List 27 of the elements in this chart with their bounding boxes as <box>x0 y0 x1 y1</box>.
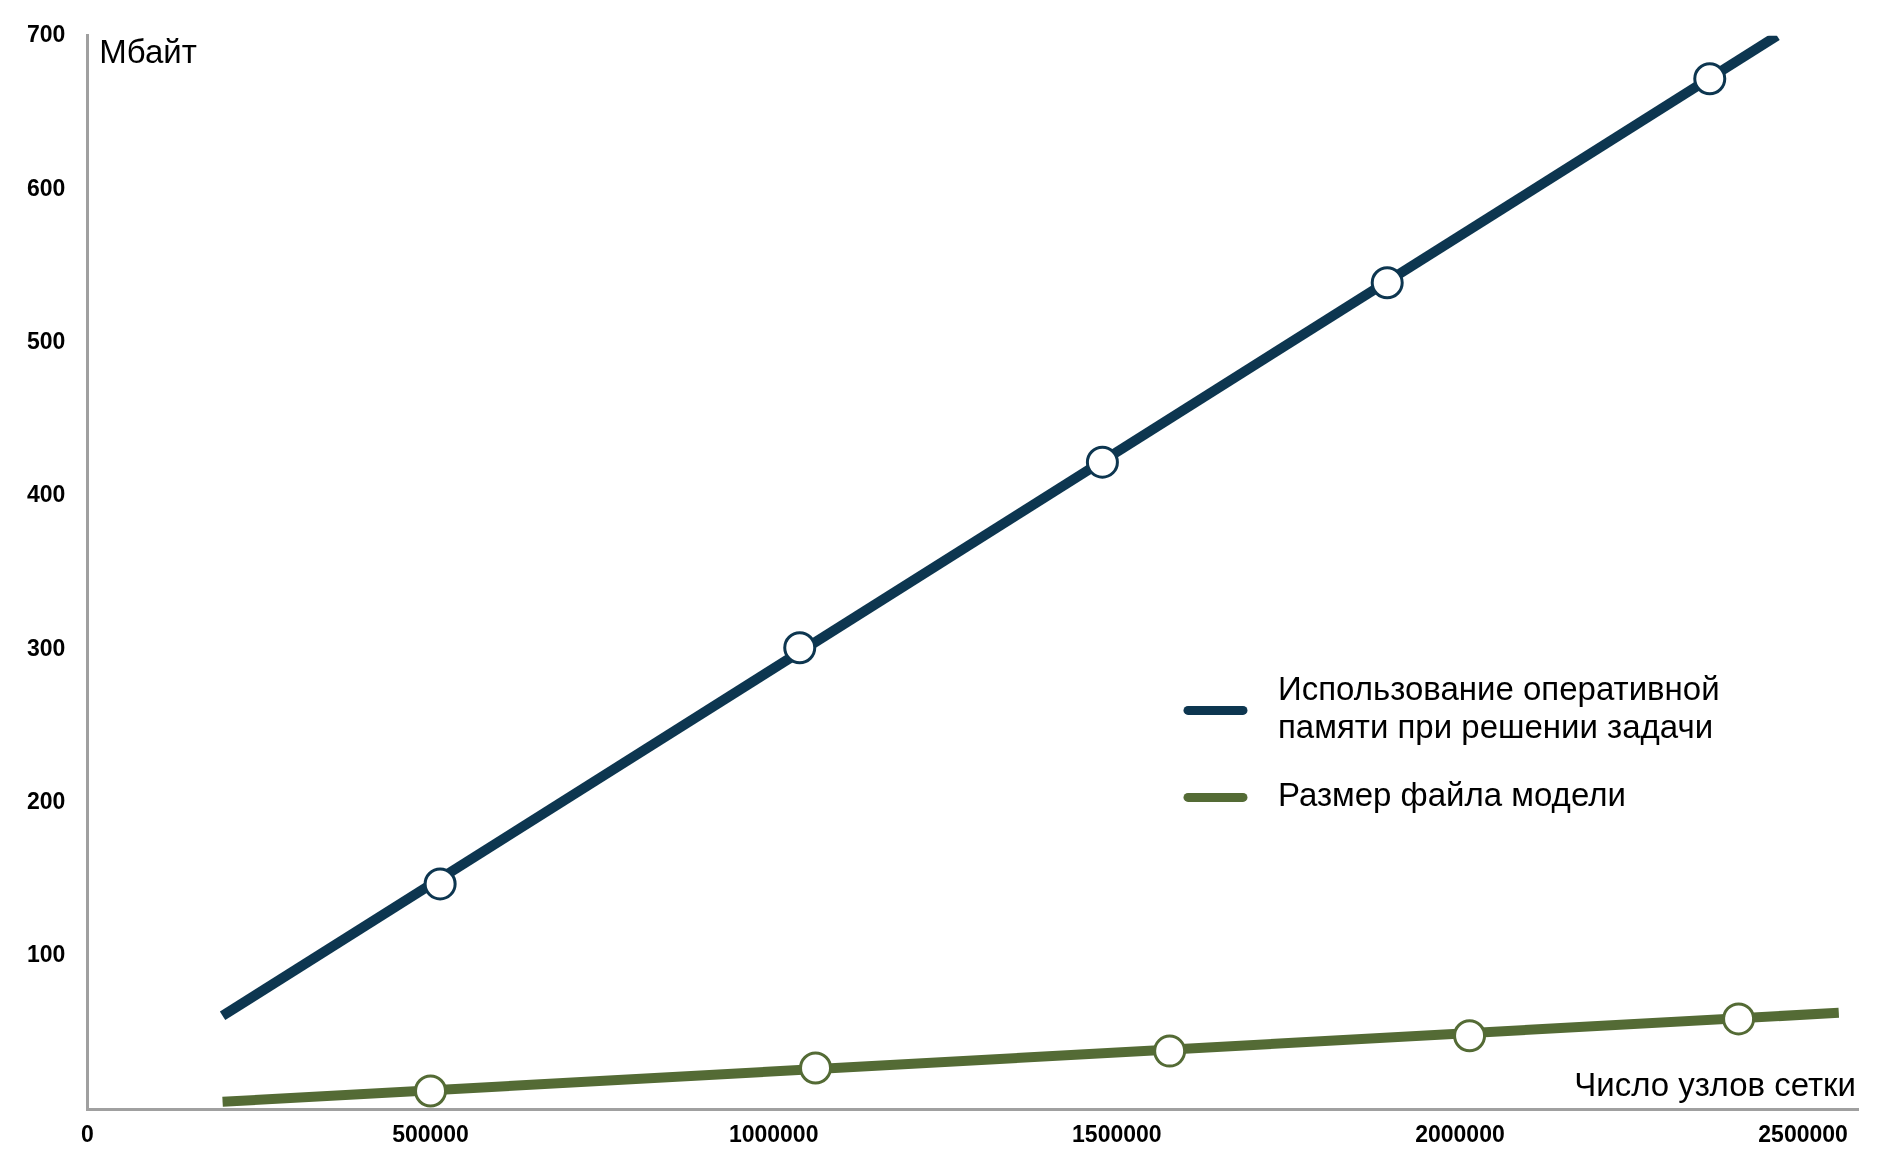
legend-label: Размер файла модели <box>1278 776 1626 814</box>
point <box>799 1051 833 1085</box>
y-tick-label: 400 <box>27 481 66 508</box>
point <box>783 631 817 665</box>
point <box>414 1074 448 1108</box>
y-tick-label: 600 <box>27 174 66 201</box>
point <box>1370 266 1404 300</box>
legend-label: Использование оперативной памяти при решении задачи <box>1278 670 1720 746</box>
x-tick-label: 0 <box>80 1120 94 1147</box>
x-tick-label: 500000 <box>392 1120 469 1147</box>
point <box>1153 1034 1187 1068</box>
point <box>1722 1002 1756 1036</box>
y-tick-label: 300 <box>27 634 66 661</box>
y-tick-label: 100 <box>27 941 66 968</box>
x-tick-label: 2000000 <box>1415 1120 1505 1147</box>
y-tick-label: 700 <box>27 21 66 48</box>
y-axis-title: Мбайт <box>99 33 197 71</box>
point <box>1453 1019 1487 1053</box>
x-tick-label: 1000000 <box>728 1120 819 1147</box>
x-tick-label: 1500000 <box>1072 1120 1162 1147</box>
x-tick-label: 2500000 <box>1758 1120 1848 1147</box>
y-tick-label: 500 <box>27 327 66 354</box>
x-axis-title: Число узлов сетки <box>1574 1065 1856 1103</box>
point <box>423 867 457 901</box>
point <box>1693 62 1727 96</box>
point <box>1085 445 1119 479</box>
y-tick-label: 200 <box>27 788 66 814</box>
